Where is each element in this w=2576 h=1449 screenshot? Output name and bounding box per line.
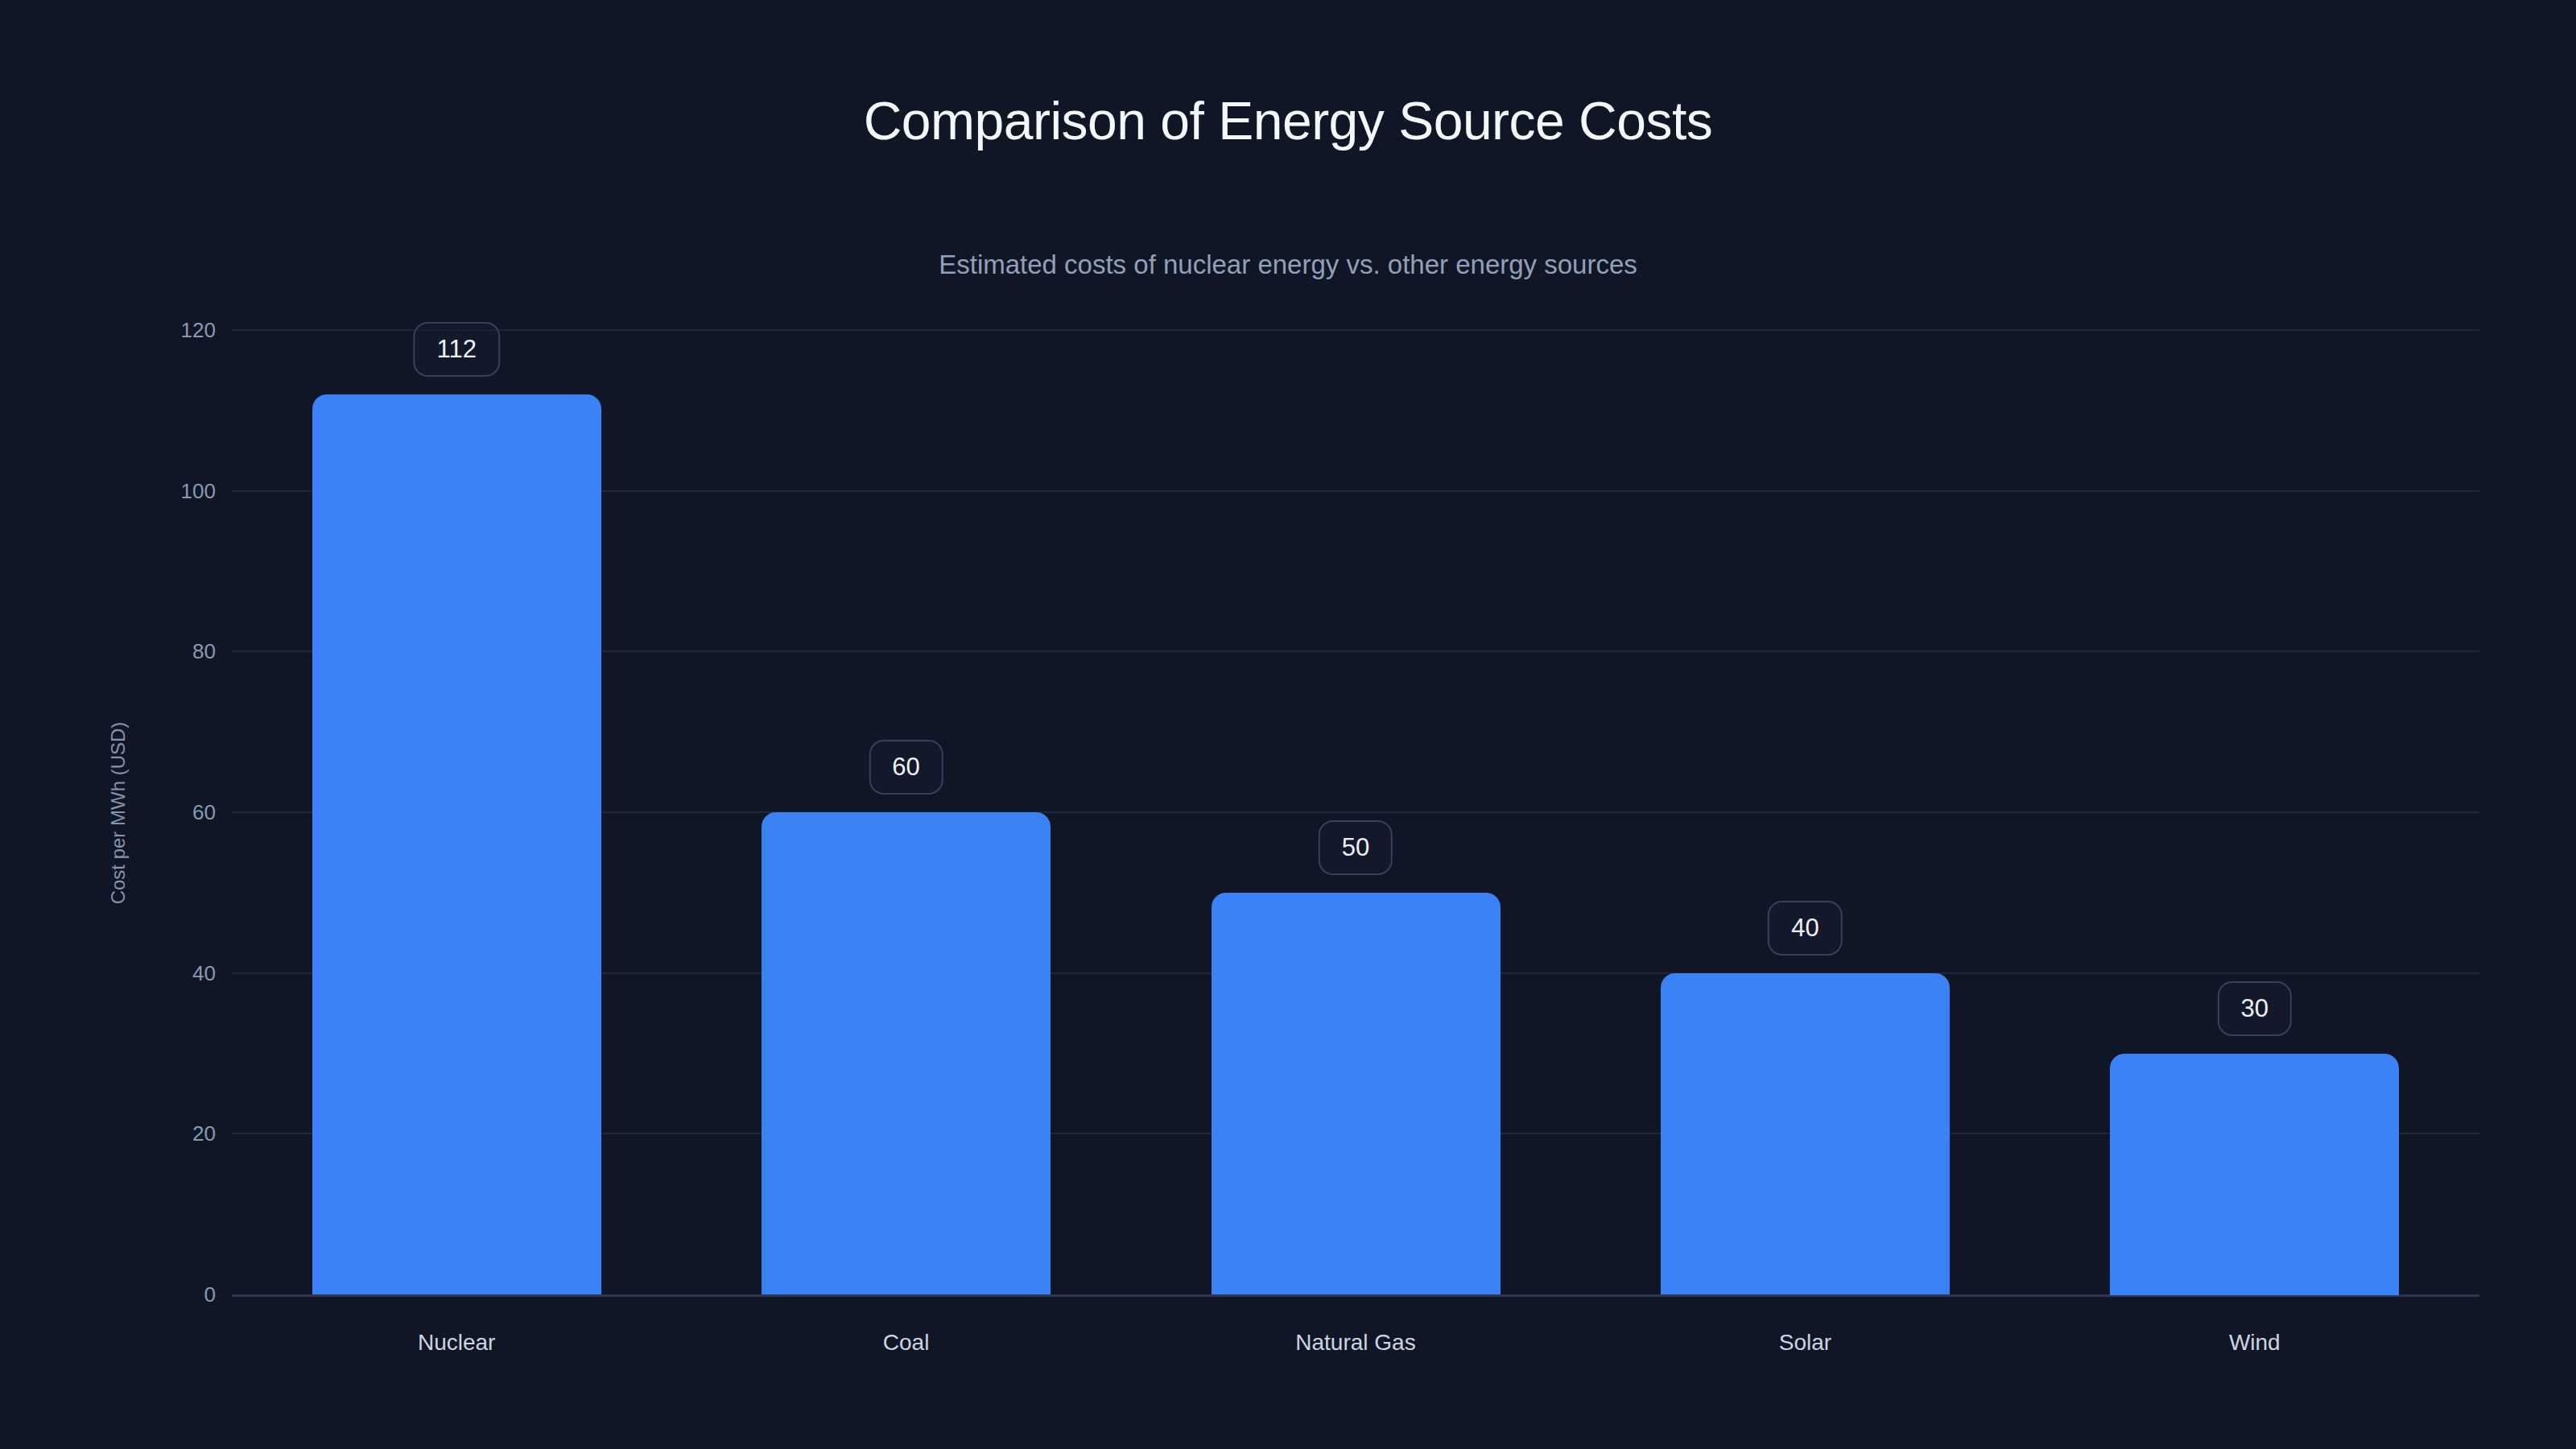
value-label: 50: [1319, 820, 1393, 875]
chart-subtitle: Estimated costs of nuclear energy vs. ot…: [0, 250, 2576, 280]
x-tick-label: Solar: [1779, 1330, 1831, 1356]
value-label: 60: [869, 740, 943, 795]
value-label: 112: [413, 322, 499, 377]
x-tick-label: Wind: [2229, 1330, 2281, 1356]
gridline: [232, 329, 2479, 331]
x-tick-label: Natural Gas: [1295, 1330, 1415, 1356]
x-tick-label: Coal: [883, 1330, 930, 1356]
value-label: 40: [1768, 901, 1842, 956]
y-tick-label: 60: [113, 800, 216, 825]
value-label: 30: [2218, 981, 2292, 1036]
chart-title: Comparison of Energy Source Costs: [0, 90, 2576, 151]
y-tick-label: 20: [113, 1121, 216, 1146]
y-tick-label: 40: [113, 960, 216, 985]
bar-chart-page: Comparison of Energy Source Costs Estima…: [0, 0, 2576, 1449]
y-tick-label: 100: [113, 478, 216, 503]
y-tick-label: 120: [113, 318, 216, 343]
bar-wind[interactable]: [2110, 1054, 2399, 1295]
bar-coal[interactable]: [762, 812, 1051, 1294]
bar-natural-gas[interactable]: [1212, 893, 1501, 1294]
y-tick-label: 0: [113, 1282, 216, 1307]
bar-nuclear[interactable]: [312, 394, 601, 1294]
x-tick-label: Nuclear: [418, 1330, 495, 1356]
y-tick-label: 80: [113, 639, 216, 664]
bar-solar[interactable]: [1661, 973, 1950, 1294]
